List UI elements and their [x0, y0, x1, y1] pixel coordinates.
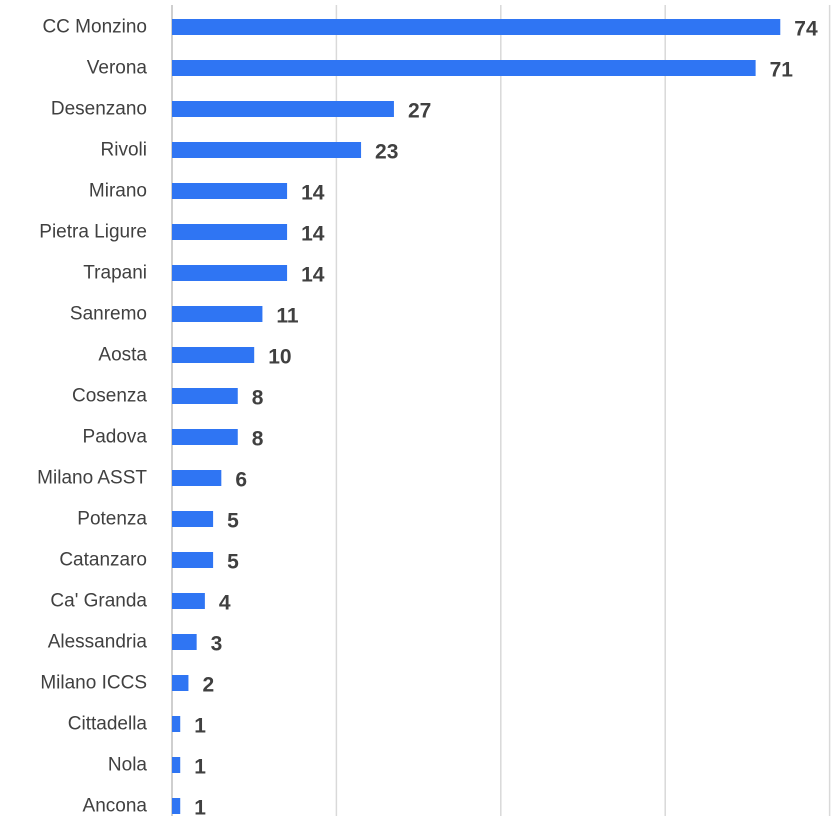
data-label: 3 — [211, 633, 223, 656]
category-label: Trapani — [83, 263, 147, 284]
bar — [172, 429, 238, 445]
gridlines — [171, 5, 831, 816]
bar — [172, 757, 181, 773]
category-label: Alessandria — [48, 632, 148, 653]
category-label: Catanzaro — [59, 550, 147, 571]
bar — [172, 142, 362, 158]
category-label: Cosenza — [72, 386, 147, 407]
data-label: 8 — [252, 387, 264, 410]
category-label: Potenza — [77, 509, 147, 530]
data-label: 10 — [268, 346, 291, 369]
bar — [172, 634, 197, 650]
data-label: 1 — [194, 756, 206, 779]
data-label: 1 — [194, 715, 206, 738]
data-label: 71 — [770, 59, 794, 82]
bar — [172, 470, 222, 486]
data-label: 74 — [794, 18, 818, 41]
category-label: Rivoli — [101, 140, 147, 161]
bar — [172, 224, 288, 240]
category-label: Pietra Ligure — [39, 222, 147, 243]
bar — [172, 511, 214, 527]
bar — [172, 675, 189, 691]
data-label: 1 — [194, 797, 206, 816]
category-label: Mirano — [89, 181, 147, 202]
category-label: Sanremo — [70, 304, 147, 325]
bar — [172, 716, 181, 732]
data-label: 14 — [301, 264, 325, 287]
bars — [172, 19, 781, 814]
data-label: 23 — [375, 141, 398, 164]
data-label: 27 — [408, 100, 431, 123]
data-label: 14 — [301, 223, 325, 246]
bar — [172, 183, 288, 199]
bar — [172, 388, 238, 404]
bar — [172, 265, 288, 281]
category-label: Padova — [83, 427, 148, 448]
data-label: 4 — [219, 592, 231, 615]
data-label: 8 — [252, 428, 264, 451]
bar — [172, 593, 205, 609]
data-label: 5 — [227, 510, 239, 533]
category-label: Aosta — [98, 345, 147, 366]
data-label: 5 — [227, 551, 239, 574]
category-label: Desenzano — [51, 99, 147, 120]
category-label: Ancona — [83, 796, 148, 816]
category-label: Milano ASST — [37, 468, 147, 489]
bar — [172, 347, 255, 363]
bar — [172, 60, 756, 76]
bar — [172, 552, 214, 568]
data-label: 2 — [202, 674, 214, 697]
category-label: Nola — [108, 755, 148, 776]
data-label: 11 — [276, 305, 299, 328]
category-labels: CC Monzino Verona Desenzano Rivoli Mirano Pie… — [37, 17, 147, 816]
category-label: CC Monzino — [42, 17, 147, 38]
category-label: Verona — [87, 58, 148, 79]
data-label: 14 — [301, 182, 325, 205]
bar — [172, 306, 263, 322]
category-label: Ca' Granda — [50, 591, 147, 612]
bar — [172, 798, 181, 814]
data-label: 6 — [235, 469, 247, 492]
category-label: Cittadella — [68, 714, 148, 735]
category-label: Milano ICCS — [40, 673, 147, 694]
bar — [172, 19, 781, 35]
bar — [172, 101, 394, 117]
